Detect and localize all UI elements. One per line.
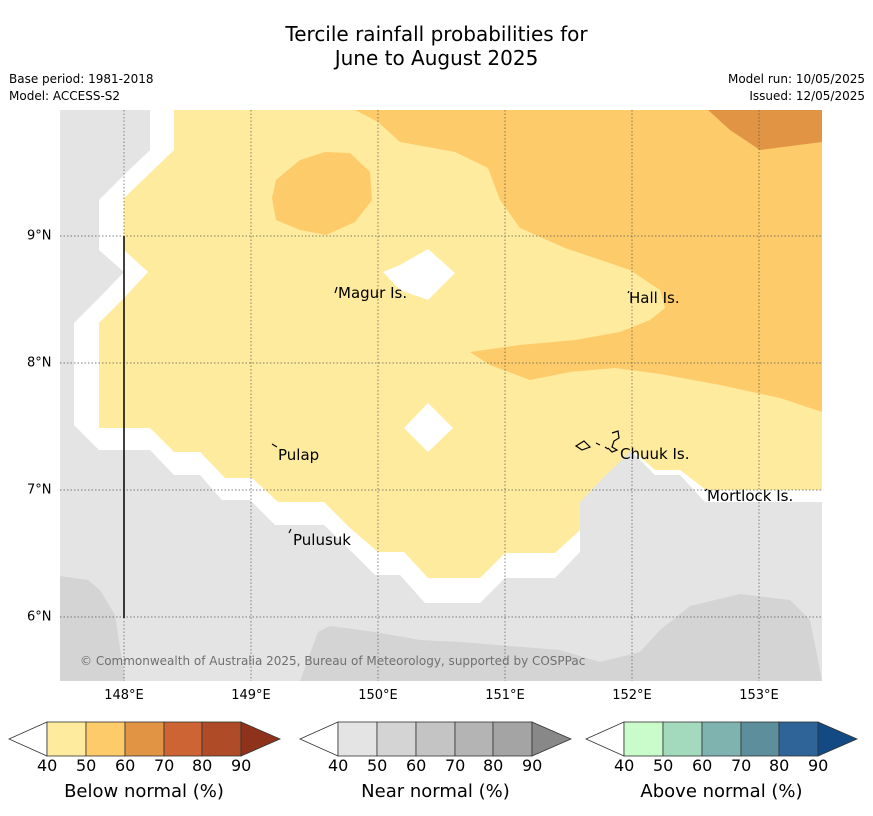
place-pulap: Pulap xyxy=(278,446,320,464)
colorbar-below-title: Below normal (%) xyxy=(64,781,224,802)
lon-label-152e: 152°E xyxy=(612,688,652,703)
cb-below-tick-40: 40 xyxy=(37,756,58,775)
colorbar-above-title: Above normal (%) xyxy=(640,781,803,802)
cb-above-tick-50: 50 xyxy=(653,756,674,775)
white-hole-south xyxy=(404,403,453,452)
meta-right: Model run: 10/05/2025 Issued: 12/05/2025 xyxy=(728,71,865,105)
cb-above-tick-70: 70 xyxy=(731,756,752,775)
cb-below-tick-90: 90 xyxy=(231,756,252,775)
place-mortlock: Mortlock Is. xyxy=(707,487,794,505)
cb-near-tick-90: 90 xyxy=(522,756,543,775)
below-normal-50-60-region-ne xyxy=(355,110,822,412)
mortlock-island-mark xyxy=(704,488,708,492)
model-name: Model: ACCESS-S2 xyxy=(9,89,121,103)
lon-label-151e: 151°E xyxy=(485,688,525,703)
pulap-island-mark xyxy=(271,443,278,448)
place-pulusuk: Pulusuk xyxy=(293,531,351,549)
magur-island-mark xyxy=(334,286,338,294)
near-normal-50-60-region-s xyxy=(300,594,822,681)
below-normal-60-70-region xyxy=(708,110,822,150)
gridlines xyxy=(60,110,822,681)
cb-above-tick-80: 80 xyxy=(769,756,790,775)
cb-near-tick-40: 40 xyxy=(328,756,349,775)
cb-below-tick-80: 80 xyxy=(192,756,213,775)
place-chuuk: Chuuk Is. xyxy=(620,445,690,463)
cb-above-tick-40: 40 xyxy=(614,756,635,775)
issued-date: Issued: 12/05/2025 xyxy=(749,89,865,103)
cb-near-tick-80: 80 xyxy=(483,756,504,775)
near-normal-50-60-region-sw xyxy=(60,576,125,681)
white-hole-north xyxy=(383,249,455,300)
base-period: Base period: 1981-2018 xyxy=(9,72,154,86)
lon-label-149e: 149°E xyxy=(231,688,271,703)
place-magur: Magur Is. xyxy=(338,284,408,302)
cb-near-tick-60: 60 xyxy=(406,756,427,775)
cb-near-tick-70: 70 xyxy=(445,756,466,775)
lon-label-148e: 148°E xyxy=(104,688,144,703)
map-area xyxy=(60,110,822,681)
below-normal-50-60-region-nw xyxy=(272,152,372,235)
chuuk-islands-mark xyxy=(574,430,620,453)
island-markers xyxy=(271,286,708,534)
copyright-notice: © Commonwealth of Australia 2025, Bureau… xyxy=(80,654,586,668)
cb-above-tick-60: 60 xyxy=(692,756,713,775)
title-line-2: June to August 2025 xyxy=(334,46,539,70)
model-run: Model run: 10/05/2025 xyxy=(727,72,865,86)
pulusuk-island-mark xyxy=(288,528,292,534)
lat-label-9n: 9°N xyxy=(27,228,52,244)
cb-near-tick-50: 50 xyxy=(367,756,388,775)
meta-left: Base period: 1981-2018 Model: ACCESS-S2 xyxy=(9,71,154,105)
cb-below-tick-60: 60 xyxy=(115,756,136,775)
cb-below-tick-70: 70 xyxy=(154,756,175,775)
cb-above-tick-90: 90 xyxy=(808,756,829,775)
lat-label-8n: 8°N xyxy=(27,355,52,371)
title-line-1: Tercile rainfall probabilities for xyxy=(285,22,588,46)
colorbar-near-title: Near normal (%) xyxy=(361,781,510,802)
lon-label-153e: 153°E xyxy=(739,688,779,703)
cb-below-tick-50: 50 xyxy=(76,756,97,775)
lat-label-7n: 7°N xyxy=(27,482,52,498)
place-hall: Hall Is. xyxy=(629,289,680,307)
map-title: Tercile rainfall probabilities for June … xyxy=(0,22,873,70)
lon-label-150e: 150°E xyxy=(358,688,398,703)
lat-label-6n: 6°N xyxy=(27,609,52,625)
hall-island-mark xyxy=(627,290,630,294)
